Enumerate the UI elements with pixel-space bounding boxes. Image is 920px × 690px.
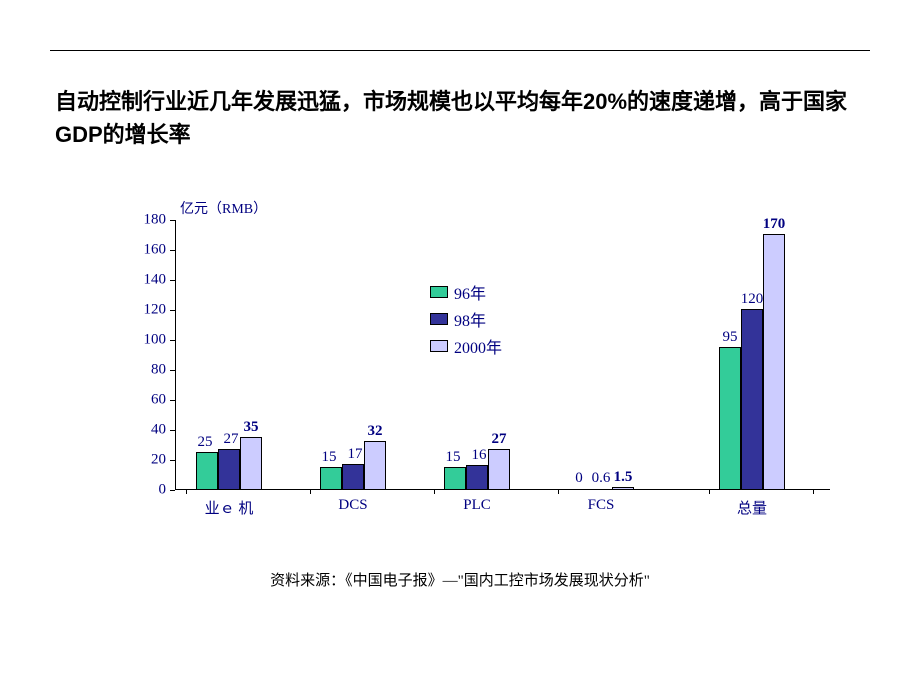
x-tick-mark: [310, 489, 311, 494]
y-tick-mark: [170, 490, 175, 491]
bar-chart: 亿元（RMB） 020406080100120140160180 252735业…: [130, 200, 830, 520]
bar-value-label: 15: [322, 449, 337, 466]
source-text: 资料来源：《中国电子报》—"国内工控市场发展现状分析": [0, 569, 920, 590]
bar-value-label: 95: [723, 329, 738, 346]
y-tick-mark: [170, 310, 175, 311]
y-tick-label: 180: [130, 212, 166, 229]
y-tick-label: 20: [130, 452, 166, 469]
bar-value-label: 32: [368, 423, 383, 440]
bar: 170: [763, 234, 785, 489]
bar-value-label: 27: [492, 431, 507, 448]
x-axis-label: PLC: [463, 497, 491, 514]
bar-group: 95120170: [719, 234, 785, 489]
bar-value-label: 0: [575, 470, 583, 487]
bar-group: 252735: [196, 437, 262, 490]
bar-value-label: 1.5: [614, 469, 633, 486]
y-axis-unit-label: 亿元（RMB）: [180, 198, 267, 218]
bar-value-label: 0.6: [592, 470, 611, 487]
y-tick-mark: [170, 340, 175, 341]
y-tick-mark: [170, 250, 175, 251]
bar: 25: [196, 452, 218, 490]
legend-swatch: [430, 313, 448, 325]
y-tick-label: 160: [130, 242, 166, 259]
bar: 120: [741, 309, 763, 489]
y-tick-label: 100: [130, 332, 166, 349]
x-tick-mark: [709, 489, 710, 494]
bar-value-label: 16: [472, 447, 487, 464]
bar: 35: [240, 437, 262, 490]
x-axis-label: 总量: [737, 497, 767, 518]
legend-item: 2000年: [430, 334, 502, 358]
bar: 95: [719, 347, 741, 490]
legend-label: 96年: [454, 280, 486, 304]
bar: 15: [320, 467, 342, 490]
top-divider: [50, 50, 870, 51]
bar-value-label: 15: [446, 449, 461, 466]
legend-label: 98年: [454, 307, 486, 331]
bar-value-label: 170: [763, 216, 786, 233]
legend-swatch: [430, 340, 448, 352]
y-tick-mark: [170, 400, 175, 401]
bar: 17: [342, 464, 364, 490]
bar-value-label: 120: [741, 291, 764, 308]
bar-value-label: 17: [348, 446, 363, 463]
bar: 27: [488, 449, 510, 490]
x-tick-mark: [434, 489, 435, 494]
x-tick-mark: [813, 489, 814, 494]
bar: 15: [444, 467, 466, 490]
bar: 27: [218, 449, 240, 490]
page-title: 自动控制行业近几年发展迅猛，市场规模也以平均每年20%的速度递增，高于国家GDP…: [55, 85, 850, 151]
x-tick-mark: [558, 489, 559, 494]
y-tick-mark: [170, 430, 175, 431]
legend-item: 96年: [430, 280, 502, 304]
bar: 16: [466, 465, 488, 489]
bar-group: 151627: [444, 449, 510, 490]
x-axis-label: 业ｅ 机: [205, 497, 254, 518]
bar: 1.5: [612, 487, 634, 489]
x-tick-mark: [186, 489, 187, 494]
y-tick-label: 120: [130, 302, 166, 319]
bar-value-label: 35: [244, 419, 259, 436]
bar-value-label: 27: [224, 431, 239, 448]
y-tick-mark: [170, 460, 175, 461]
y-tick-mark: [170, 280, 175, 281]
x-axis-label: DCS: [338, 497, 367, 514]
plot-area: 252735业ｅ 机151732DCS151627PLC00.61.5FCS95…: [175, 220, 830, 490]
y-tick-label: 40: [130, 422, 166, 439]
legend: 96年 98年 2000年: [430, 280, 502, 361]
x-axis-label: FCS: [588, 497, 615, 514]
y-tick-mark: [170, 370, 175, 371]
legend-item: 98年: [430, 307, 502, 331]
bar-group: 151732: [320, 441, 386, 489]
bar-group: 00.61.5: [568, 487, 634, 489]
y-tick-label: 140: [130, 272, 166, 289]
bar-value-label: 25: [198, 434, 213, 451]
y-tick-mark: [170, 220, 175, 221]
y-tick-label: 60: [130, 392, 166, 409]
y-tick-label: 80: [130, 362, 166, 379]
legend-label: 2000年: [454, 334, 502, 358]
legend-swatch: [430, 286, 448, 298]
y-tick-label: 0: [130, 482, 166, 499]
bar: 32: [364, 441, 386, 489]
